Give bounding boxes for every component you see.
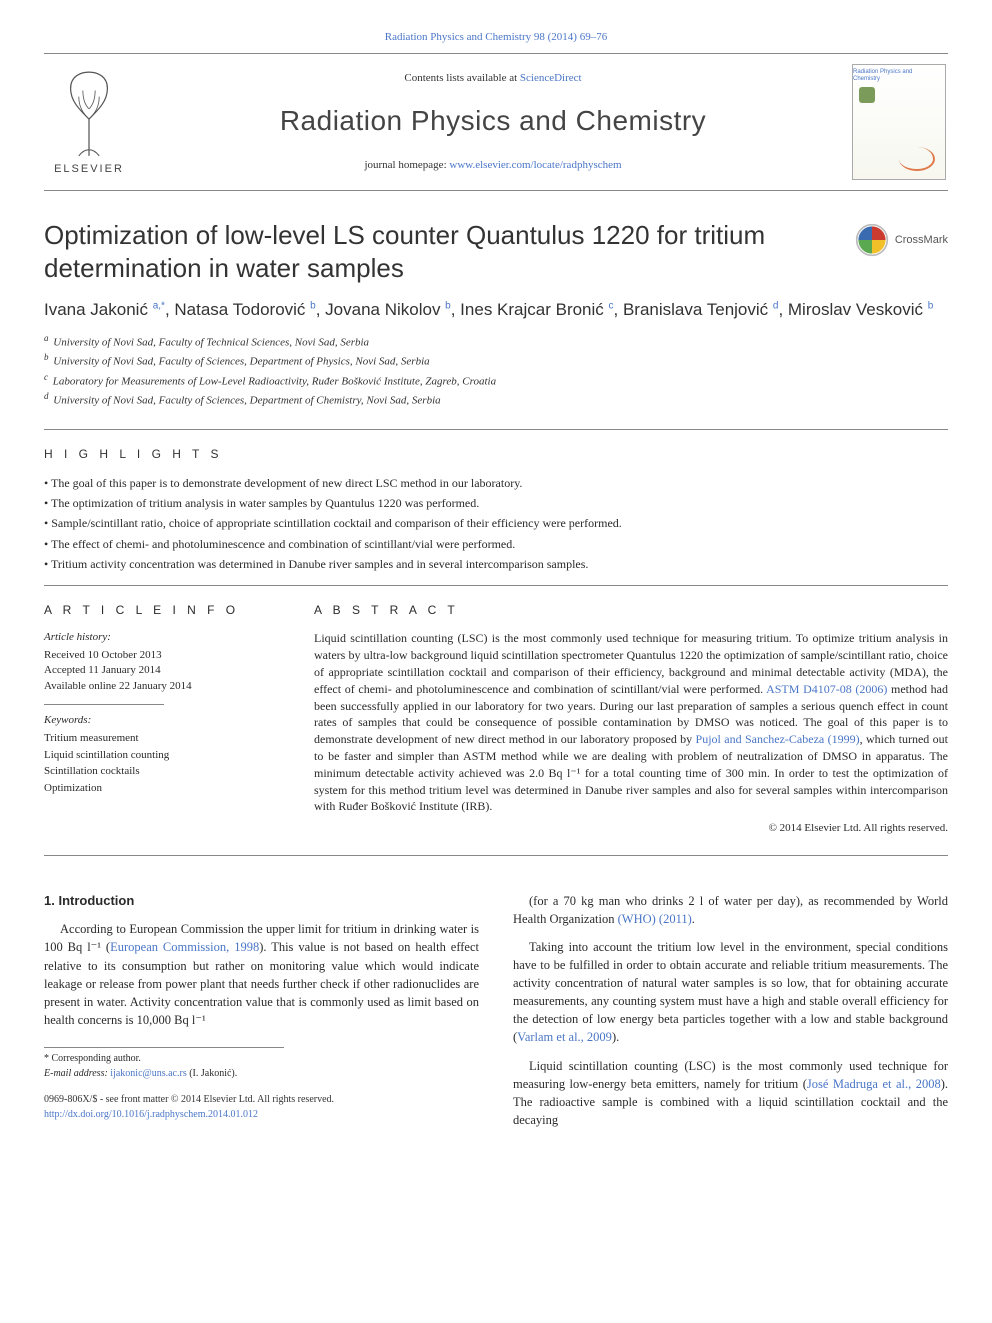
crossmark-icon [855,223,889,257]
ref-link-who[interactable]: (WHO) (2011) [618,912,692,926]
publisher-logo-block: ELSEVIER [44,68,134,177]
history-label: Article history: [44,630,274,645]
copyright-footer: 0969-806X/$ - see front matter © 2014 El… [44,1093,479,1122]
online-date: Available online 22 January 2014 [44,679,274,694]
accepted-date: Accepted 11 January 2014 [44,663,274,678]
article-info: A R T I C L E I N F O Article history: R… [44,602,274,837]
keyword: Tritium measurement [44,730,274,747]
article-title: Optimization of low-level LS counter Qua… [44,219,835,284]
affiliations: a University of Novi Sad, Faculty of Tec… [44,332,948,409]
highlights: The goal of this paper is to demonstrate… [44,473,948,575]
masthead: ELSEVIER Contents lists available at Sci… [44,53,948,191]
citation-link[interactable]: Radiation Physics and Chemistry 98 (2014… [385,31,607,43]
affiliation: c Laboratory for Measurements of Low-Lev… [44,371,948,390]
ref-link-madruga[interactable]: José Madruga et al., 2008 [807,1077,941,1091]
journal-cover: Radiation Physics and Chemistry [852,64,948,180]
keyword: Liquid scintillation counting [44,747,274,764]
body-text: 1. Introduction According to European Co… [44,892,948,1140]
corresponding-footnote: * Corresponding author. E-mail address: … [44,1047,284,1081]
doi-link[interactable]: http://dx.doi.org/10.1016/j.radphyschem.… [44,1109,258,1120]
authors: Ivana Jakonić a,*, Natasa Todorović b, J… [44,298,948,322]
cover-title: Radiation Physics and Chemistry [853,69,941,82]
body-p3: Taking into account the tritium low leve… [513,938,948,1047]
highlight-item: The effect of chemi- and photoluminescen… [44,534,948,554]
highlights-label: H I G H L I G H T S [44,429,948,463]
crossmark-label: CrossMark [895,233,948,248]
ref-link-ec[interactable]: European Commission, 1998 [110,940,259,954]
journal-homepage: journal homepage: www.elsevier.com/locat… [152,158,834,173]
highlight-item: Sample/scintillant ratio, choice of appr… [44,513,948,533]
keyword: Scintillation cocktails [44,763,274,780]
affiliation: d University of Novi Sad, Faculty of Sci… [44,390,948,409]
author-email-link[interactable]: ijakonic@uns.ac.rs [110,1068,186,1079]
affiliation: a University of Novi Sad, Faculty of Tec… [44,332,948,351]
highlight-item: The goal of this paper is to demonstrate… [44,473,948,493]
highlight-item: Tritium activity concentration was deter… [44,554,948,574]
keyword: Optimization [44,780,274,797]
email-label: E-mail address: [44,1068,110,1079]
elsevier-tree-icon [48,68,130,160]
section-heading-1: 1. Introduction [44,892,479,911]
email-author-name: (I. Jakonić). [187,1068,238,1079]
highlight-item: The optimization of tritium analysis in … [44,493,948,513]
journal-homepage-link[interactable]: www.elsevier.com/locate/radphyschem [449,159,621,171]
body-p2: (for a 70 kg man who drinks 2 l of water… [513,892,948,928]
ref-link-astm[interactable]: ASTM D4107-08 (2006) [766,682,887,696]
journal-citation: Radiation Physics and Chemistry 98 (2014… [44,30,948,45]
affiliation: b University of Novi Sad, Faculty of Sci… [44,351,948,370]
abstract-copyright: © 2014 Elsevier Ltd. All rights reserved… [314,821,948,836]
keywords-label: Keywords: [44,713,274,728]
ref-link-varlam[interactable]: Varlam et al., 2009 [517,1030,612,1044]
ref-link-pujol[interactable]: Pujol and Sanchez-Cabeza (1999) [696,732,860,746]
publisher-name: ELSEVIER [54,162,124,177]
front-matter: 0969-806X/$ - see front matter © 2014 El… [44,1093,479,1108]
crossmark-badge[interactable]: CrossMark [855,223,948,257]
received-date: Received 10 October 2013 [44,648,274,663]
journal-name: Radiation Physics and Chemistry [152,101,834,140]
body-p1: According to European Commission the upp… [44,920,479,1029]
corresponding-author: * Corresponding author. [44,1052,284,1067]
abstract-text: Liquid scintillation counting (LSC) is t… [314,630,948,815]
body-p4: Liquid scintillation counting (LSC) is t… [513,1057,948,1130]
abstract: A B S T R A C T Liquid scintillation cou… [314,602,948,837]
abstract-label: A B S T R A C T [314,602,948,619]
sciencedirect-link[interactable]: ScienceDirect [520,72,582,84]
contents-line: Contents lists available at ScienceDirec… [152,71,834,86]
article-info-label: A R T I C L E I N F O [44,602,274,619]
